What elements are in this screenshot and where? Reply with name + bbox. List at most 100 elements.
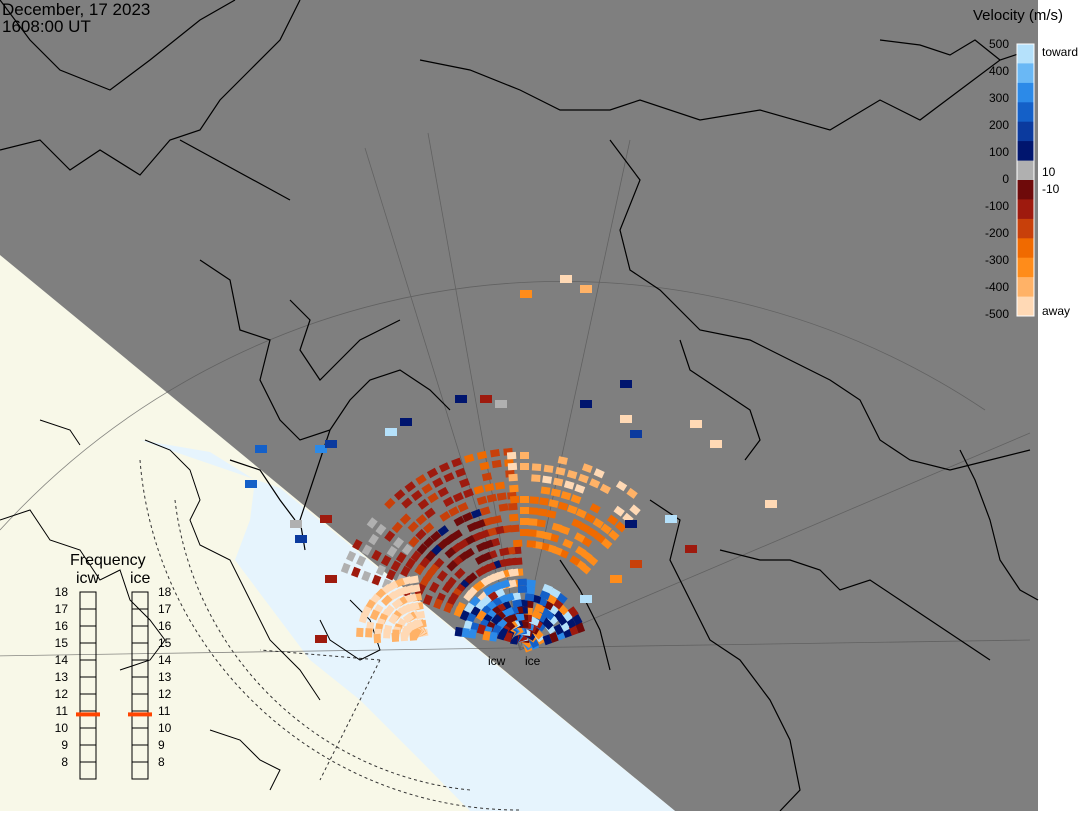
velocity-cell xyxy=(422,522,435,534)
velocity-cell xyxy=(665,515,677,523)
frequency-scale-label: 16 xyxy=(158,619,172,633)
velocity-cell xyxy=(479,461,490,471)
velocity-cell xyxy=(407,521,419,533)
velocity-cell xyxy=(443,602,454,614)
velocity-cell xyxy=(524,593,535,602)
velocity-cell xyxy=(601,538,613,550)
velocity-cell xyxy=(539,497,549,506)
frequency-marker xyxy=(128,712,152,717)
velocity-cell xyxy=(462,511,474,523)
velocity-cell xyxy=(512,599,523,608)
velocity-cell xyxy=(430,530,442,542)
frequency-marker xyxy=(76,712,100,717)
radar-label-ice: ice xyxy=(525,654,541,668)
velocity-cell xyxy=(437,525,450,537)
velocity-cell xyxy=(629,504,641,516)
velocity-cell xyxy=(444,533,456,545)
frequency-scale-label: 9 xyxy=(61,738,68,752)
legend-tick-label: 0 xyxy=(1002,172,1009,186)
velocity-cell xyxy=(474,554,487,565)
velocity-cell xyxy=(466,521,478,533)
velocity-cell xyxy=(417,498,430,510)
velocity-cell xyxy=(411,489,423,501)
frequency-scale-label: 17 xyxy=(158,602,172,616)
velocity-cell xyxy=(507,462,518,471)
velocity-cell xyxy=(428,581,440,593)
velocity-cell xyxy=(520,290,532,298)
velocity-cell xyxy=(496,492,507,501)
velocity-cell xyxy=(529,496,539,505)
velocity-cell xyxy=(409,631,417,641)
velocity-cell xyxy=(414,563,426,576)
velocity-cell xyxy=(426,467,439,479)
legend-bar-outline xyxy=(1016,43,1035,317)
velocity-cell xyxy=(451,529,463,541)
velocity-cell xyxy=(589,478,601,489)
velocity-cell xyxy=(542,475,553,484)
legend-panel xyxy=(1038,0,1083,811)
velocity-cell xyxy=(610,575,622,583)
velocity-cell xyxy=(295,535,307,543)
velocity-cell xyxy=(506,451,517,460)
velocity-cell xyxy=(555,466,566,476)
frequency-cell xyxy=(131,761,149,780)
velocity-cell xyxy=(462,488,474,499)
velocity-cell xyxy=(375,523,387,536)
velocity-cell xyxy=(549,587,561,599)
velocity-cell xyxy=(361,544,373,556)
velocity-cell xyxy=(557,456,568,465)
velocity-cell xyxy=(424,550,437,562)
legend-color-segment xyxy=(1017,82,1034,103)
legend-tick-label: 300 xyxy=(989,91,1009,105)
velocity-cell xyxy=(365,628,373,638)
velocity-cell xyxy=(475,609,487,622)
frequency-scale-label: 12 xyxy=(55,687,69,701)
legend-color-segment xyxy=(1017,63,1034,84)
legend-color-segment xyxy=(1017,141,1034,161)
velocity-cell xyxy=(584,512,596,524)
velocity-cell xyxy=(400,418,412,426)
velocity-cell xyxy=(491,581,503,592)
velocity-cell xyxy=(476,495,488,506)
velocity-cell xyxy=(346,550,357,562)
velocity-cell xyxy=(513,539,523,548)
velocity-cell xyxy=(463,590,475,602)
legend-tick-label: -100 xyxy=(985,199,1009,213)
velocity-cell xyxy=(542,634,553,646)
velocity-cell xyxy=(358,612,369,624)
velocity-cell xyxy=(455,467,467,478)
velocity-cell xyxy=(553,623,564,636)
velocity-cell xyxy=(391,632,400,642)
velocity-cell xyxy=(453,515,465,527)
velocity-cell xyxy=(620,380,632,388)
velocity-cell xyxy=(340,562,351,574)
velocity-cell xyxy=(436,570,448,582)
velocity-cell xyxy=(245,480,257,488)
velocity-cell xyxy=(526,579,536,588)
velocity-cell xyxy=(474,519,486,529)
velocity-cell xyxy=(491,459,502,469)
velocity-cell xyxy=(480,395,492,403)
radar-sectors xyxy=(245,275,777,653)
velocity-cell xyxy=(528,507,539,515)
velocity-cell xyxy=(439,510,451,522)
frequency-scale-label: 11 xyxy=(158,704,171,718)
legend-color-segment xyxy=(1017,238,1034,259)
velocity-cell xyxy=(540,486,551,495)
velocity-cell xyxy=(608,529,620,541)
velocity-cell xyxy=(437,486,449,498)
velocity-cell xyxy=(527,529,537,537)
legend-color-segment xyxy=(1017,121,1034,142)
velocity-cell xyxy=(620,415,632,423)
velocity-cell xyxy=(517,585,528,593)
velocity-cell xyxy=(520,452,529,459)
velocity-cell xyxy=(536,519,546,528)
velocity-cell xyxy=(526,540,536,548)
velocity-cell xyxy=(570,494,582,504)
velocity-cell xyxy=(765,500,777,508)
frequency-scale-label: 13 xyxy=(55,670,69,684)
velocity-cell xyxy=(476,623,486,635)
velocity-cell xyxy=(495,400,507,408)
velocity-cell xyxy=(600,523,612,535)
